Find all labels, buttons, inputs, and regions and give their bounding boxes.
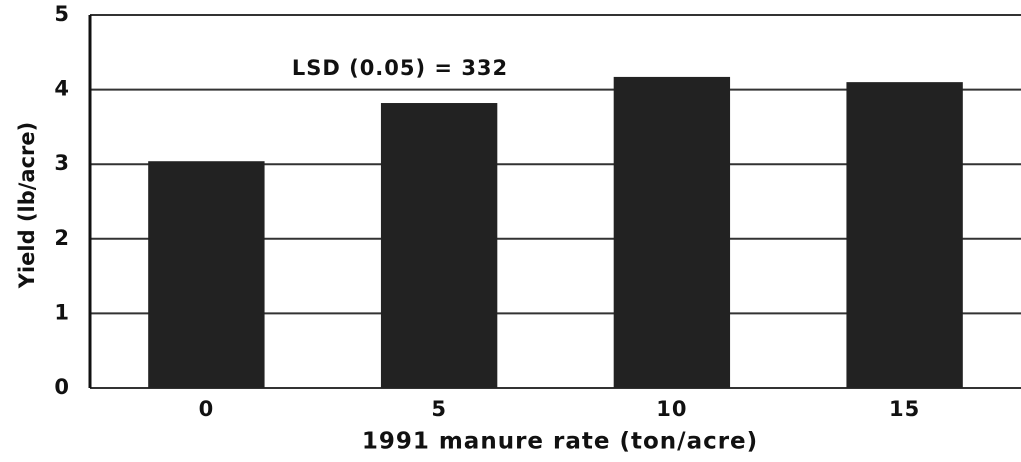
y-axis-label: Yield (lb/acre)	[15, 122, 39, 290]
x-tick-label: 15	[889, 397, 920, 421]
y-tick-label: 2	[54, 226, 70, 250]
y-tick-label: 5	[54, 2, 70, 26]
y-tick-label: 3	[54, 151, 70, 175]
y-tick-label: 0	[54, 375, 70, 399]
annotation: LSD (0.05) = 332	[292, 56, 508, 80]
bar	[846, 82, 963, 388]
x-tick-label: 0	[199, 397, 215, 421]
x-axis-label: 1991 manure rate (ton/acre)	[362, 429, 758, 455]
y-tick-label: 4	[54, 77, 70, 101]
y-tick-label: 1	[54, 300, 70, 324]
bar	[148, 161, 265, 388]
bar	[613, 76, 731, 388]
x-tick-label: 10	[656, 397, 687, 421]
bar	[380, 103, 498, 388]
x-tick-label: 5	[431, 397, 447, 421]
